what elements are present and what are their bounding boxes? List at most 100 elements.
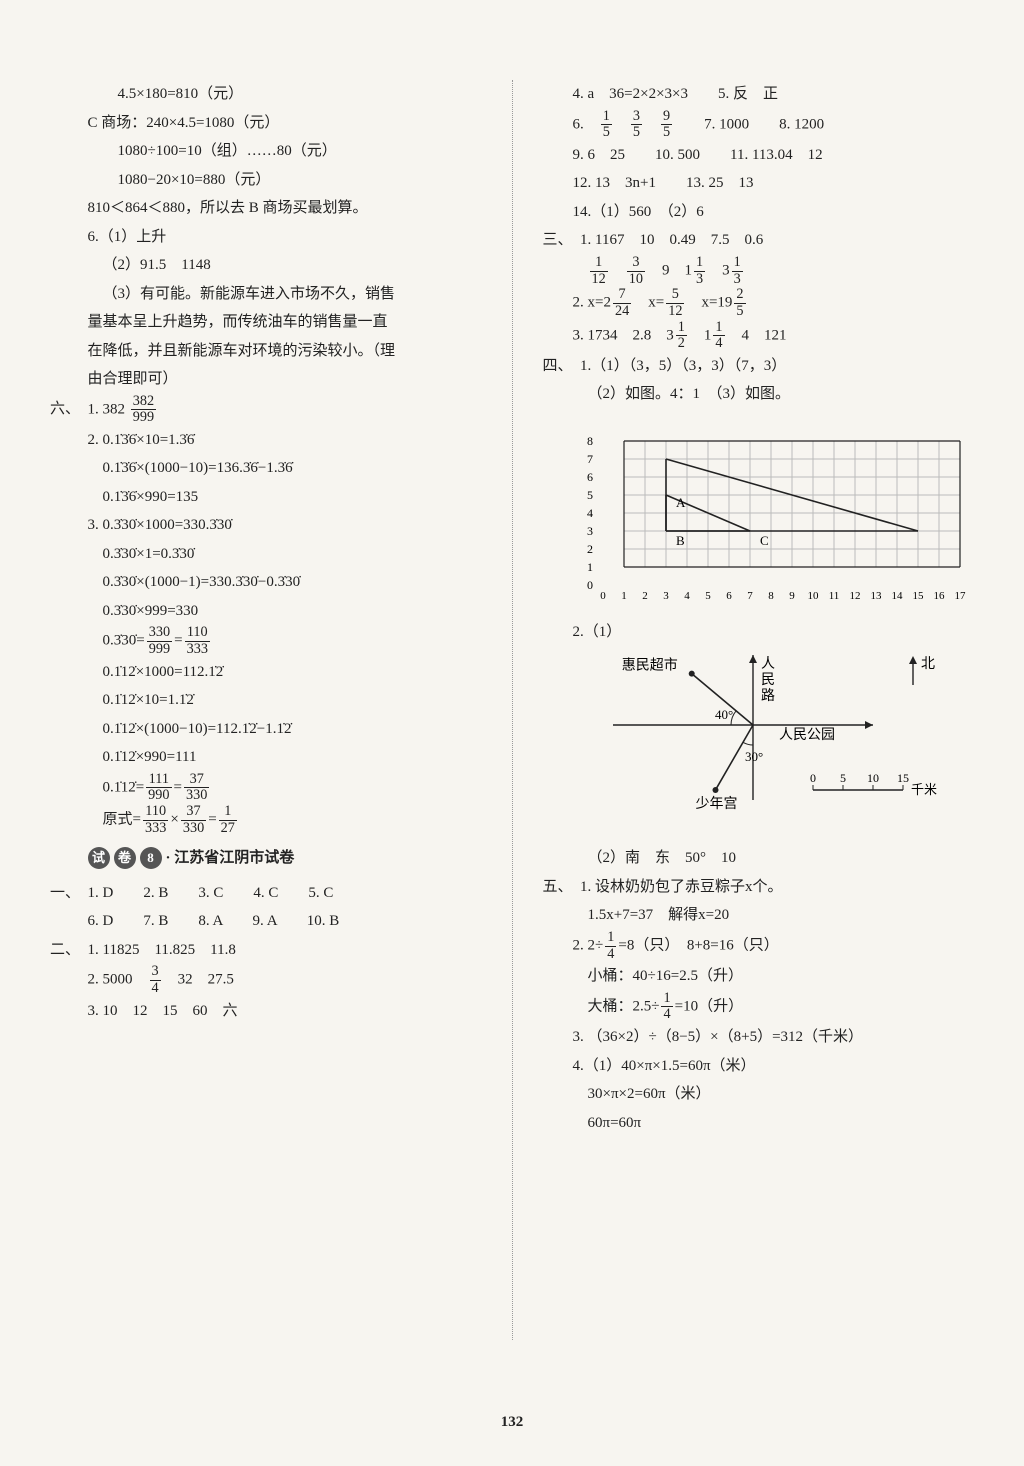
six-3-8: 0.1̇12̇×(1000−10)=112.1̇2̇−1.1̇2̇ <box>50 715 482 744</box>
badge-icon: 8 <box>140 847 162 869</box>
section-six: 六、1. 382 382999 <box>50 394 482 426</box>
svg-text:5: 5 <box>705 590 711 602</box>
r-14: 14.（1）560 （2）6 <box>543 198 975 227</box>
badge-icon: 试 <box>88 847 110 869</box>
six-3-11: 原式=110333×37330=127 <box>50 804 482 836</box>
svg-text:17: 17 <box>954 590 966 602</box>
direction-map: 惠民超市40°少年宫30°人民路人民公园北051015千米 <box>543 650 975 840</box>
svg-text:1: 1 <box>621 590 627 602</box>
svg-text:4: 4 <box>684 590 690 602</box>
svg-text:少年宫: 少年宫 <box>695 796 737 812</box>
calc-line: 1080÷100=10（组）……80（元） <box>50 137 482 166</box>
svg-text:30°: 30° <box>745 749 763 764</box>
six-2-2: 0.1̇3̇6̇×(1000−10)=136.3̇6̇−1.3̇6̇ <box>50 454 482 483</box>
four-2-1: 2.（1） <box>543 618 975 647</box>
grid-chart: 01234567801234567891011121314151617ABC <box>543 415 975 610</box>
five-4-1: 4.（1）40×π×1.5=60π（米） <box>543 1052 975 1081</box>
section-six-label: 六、 <box>50 395 88 424</box>
r-9-11: 9. 6 25 10. 500 11. 113.04 12 <box>543 141 975 170</box>
svg-text:2: 2 <box>587 542 593 556</box>
svg-text:6: 6 <box>587 470 593 484</box>
six-3-7: 0.1̇12̇×10=1.1̇2̇ <box>50 686 482 715</box>
section-two: 二、1. 11825 11.825 11.8 <box>50 936 482 965</box>
six-3-5: 0.3̇30̇=330999=110333 <box>50 625 482 657</box>
svg-text:惠民超市: 惠民超市 <box>621 657 677 674</box>
five-1-2: 1.5x+7=37 解得x=20 <box>543 901 975 930</box>
svg-text:8: 8 <box>768 590 774 602</box>
five-2-1: 2. 2÷14=8（只） 8+8=16（只） <box>543 930 975 962</box>
svg-text:3: 3 <box>587 524 593 538</box>
svg-text:6: 6 <box>726 590 732 602</box>
left-column: 4.5×180=810（元） C 商场：240×4.5=1080（元） 1080… <box>50 80 482 1340</box>
svg-text:人民公园: 人民公园 <box>779 727 835 743</box>
five-2-3: 大桶：2.5÷14=10（升） <box>543 991 975 1023</box>
five-2-2: 小桶：40÷16=2.5（升） <box>543 962 975 991</box>
six-2-1: 2. 0.1̇3̇6̇×10=1.3̇6̇ <box>50 426 482 455</box>
section-one: 一、1. D 2. B 3. C 4. C 5. C <box>50 879 482 908</box>
calc-line: 4.5×180=810（元） <box>50 80 482 109</box>
six-3-2: 0.3̇30̇×1=0.3̇30̇ <box>50 540 482 569</box>
right-column: 4. a 36=2×2×3×3 5. 反 正 6. 15 35 95 7. 10… <box>543 80 975 1340</box>
calc-line: 1080−20×10=880（元） <box>50 166 482 195</box>
svg-text:15: 15 <box>912 590 924 602</box>
section-four: 四、1.（1）（3，5）（3，3）（7，3） <box>543 352 975 381</box>
svg-text:0: 0 <box>587 578 593 592</box>
svg-text:12: 12 <box>849 590 860 602</box>
three-1b: 112 310 9 113 313 <box>543 255 975 287</box>
six-3-6: 0.1̇12̇×1000=112.1̇2̇ <box>50 658 482 687</box>
calc-line: C 商场：240×4.5=1080（元） <box>50 109 482 138</box>
six-3-1: 3. 0.3̇30̇×1000=330.3̇30̇ <box>50 511 482 540</box>
svg-text:B: B <box>676 533 685 548</box>
four-2-2: （2）南 东 50° 10 <box>543 844 975 873</box>
svg-text:40°: 40° <box>715 707 733 722</box>
q6-3d: 由合理即可） <box>50 365 482 394</box>
svg-text:3: 3 <box>663 590 669 602</box>
svg-text:0: 0 <box>600 590 606 602</box>
q6-2: （2）91.5 1148 <box>50 251 482 280</box>
svg-text:1: 1 <box>587 560 593 574</box>
six-3-3: 0.3̇30̇×(1000−1)=330.3̇30̇−0.3̇30̇ <box>50 568 482 597</box>
svg-text:14: 14 <box>891 590 903 602</box>
direction-map-svg: 惠民超市40°少年宫30°人民路人民公园北051015千米 <box>573 650 973 840</box>
svg-text:路: 路 <box>761 688 775 704</box>
svg-text:千米: 千米 <box>911 782 937 797</box>
svg-text:民: 民 <box>761 673 775 688</box>
svg-text:5: 5 <box>587 488 593 502</box>
svg-text:16: 16 <box>933 590 945 602</box>
badge-icon: 卷 <box>114 847 136 869</box>
svg-text:人: 人 <box>761 656 775 672</box>
svg-text:5: 5 <box>840 771 846 785</box>
svg-text:4: 4 <box>587 506 593 520</box>
four-2: （2）如图。4：1 （3）如图。 <box>543 380 975 409</box>
test-header: 试卷8· 江苏省江阴市试卷 <box>50 836 482 879</box>
one-row2: 6. D 7. B 8. A 9. A 10. B <box>50 907 482 936</box>
two-3: 3. 10 12 15 60 六 <box>50 997 482 1026</box>
six-3-10: 0.1̇12̇=111990=37330 <box>50 772 482 804</box>
page-number: 132 <box>0 1408 1024 1437</box>
two-2: 2. 5000 34 32 27.5 <box>50 964 482 996</box>
svg-text:15: 15 <box>897 771 909 785</box>
five-4-3: 60π=60π <box>543 1109 975 1138</box>
column-divider <box>512 80 513 1340</box>
svg-text:C: C <box>760 533 769 548</box>
five-4-2: 30×π×2=60π（米） <box>543 1080 975 1109</box>
six-3-9: 0.1̇12̇×990=111 <box>50 743 482 772</box>
six-3-4: 0.3̇30̇×999=330 <box>50 597 482 626</box>
svg-text:10: 10 <box>807 590 819 602</box>
r-4-5: 4. a 36=2×2×3×3 5. 反 正 <box>543 80 975 109</box>
grid-chart-svg: 01234567801234567891011121314151617ABC <box>573 415 973 610</box>
q6-3b: 量基本呈上升趋势，而传统油车的销售量一直 <box>50 308 482 337</box>
five-3: 3. （36×2）÷（8−5）×（8+5）=312（千米） <box>543 1023 975 1052</box>
calc-line: 810＜864＜880，所以去 B 商场买最划算。 <box>50 194 482 223</box>
fraction: 382999 <box>131 394 156 426</box>
r-6-8: 6. 15 35 95 7. 1000 8. 1200 <box>543 109 975 141</box>
three-2: 2. x=2724 x=512 x=1925 <box>543 287 975 319</box>
svg-text:9: 9 <box>789 590 795 602</box>
six-2-3: 0.1̇3̇6̇×990=135 <box>50 483 482 512</box>
svg-text:10: 10 <box>867 771 879 785</box>
q6-1: 6.（1）上升 <box>50 223 482 252</box>
svg-text:7: 7 <box>747 590 753 602</box>
svg-text:13: 13 <box>870 590 882 602</box>
svg-text:8: 8 <box>587 434 593 448</box>
svg-text:11: 11 <box>828 590 839 602</box>
